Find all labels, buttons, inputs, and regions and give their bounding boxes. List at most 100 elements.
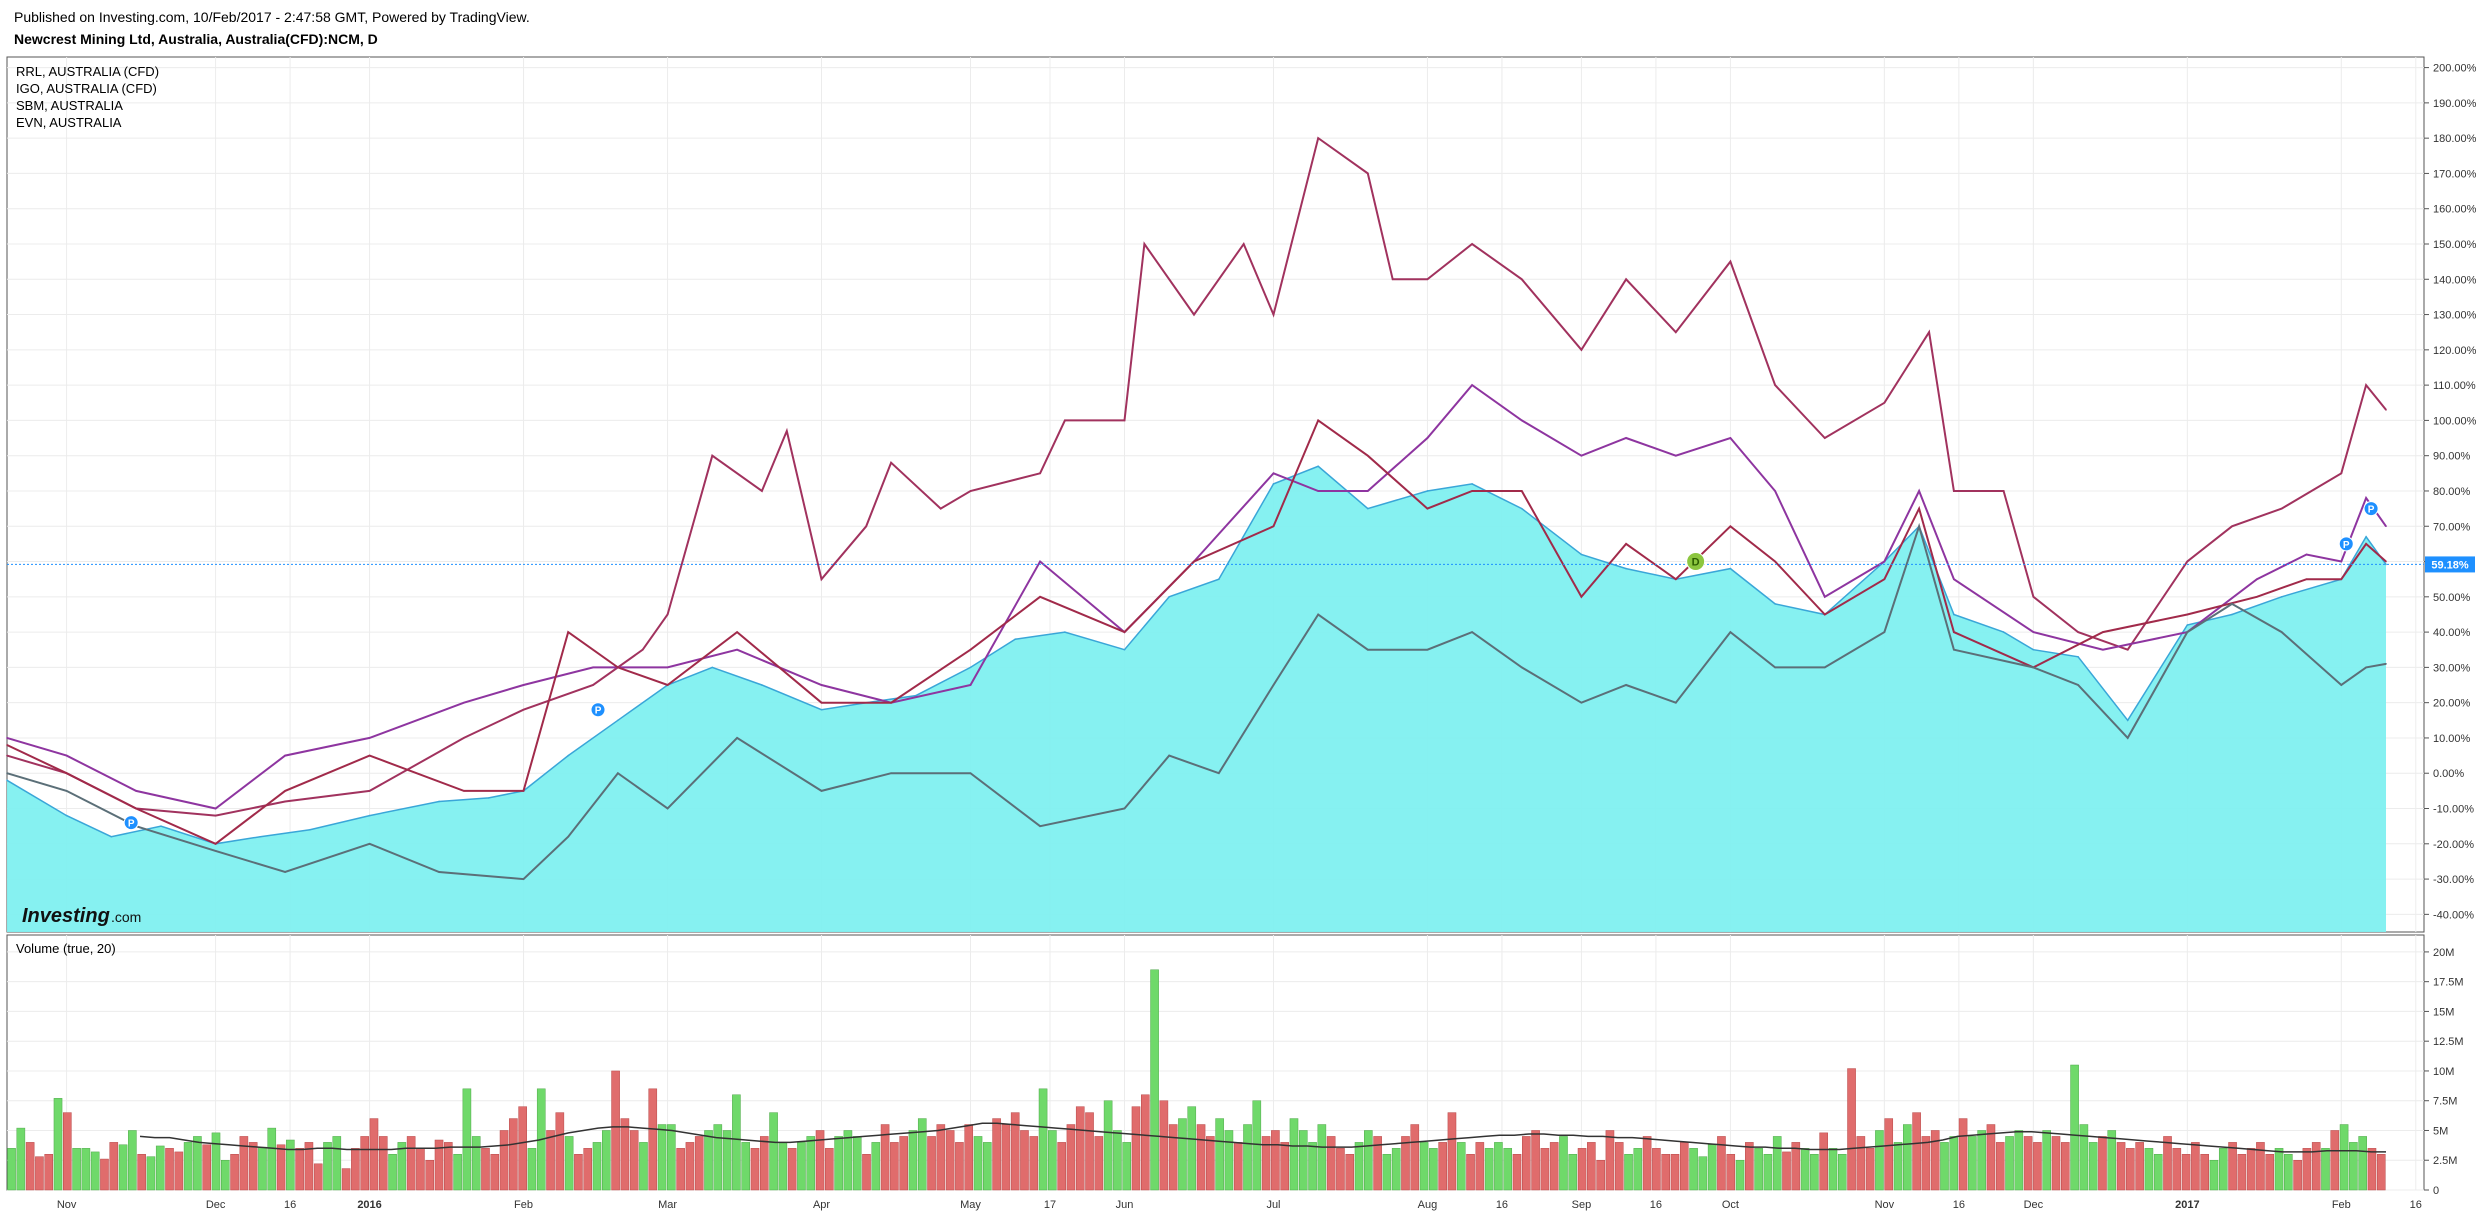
series-point-rrl — [1625, 278, 1627, 281]
volume-bar — [1233, 1142, 1243, 1191]
series-point-rrl — [1823, 437, 1826, 439]
volume-bar — [945, 1130, 955, 1191]
dividend-marker[interactable] — [1686, 552, 1706, 572]
series-point-evn — [1039, 825, 1041, 827]
main-point — [1521, 507, 1523, 510]
volume-bar — [1466, 1154, 1475, 1191]
series-point-evn — [890, 772, 892, 775]
volume-bar — [936, 1124, 946, 1191]
series-point-sbm — [1367, 454, 1369, 457]
volume-bar — [1401, 1136, 1410, 1191]
event-marker[interactable] — [2338, 536, 2354, 552]
y-tick-label: 150.00% — [2433, 239, 2477, 251]
event-marker[interactable] — [2363, 501, 2379, 517]
event-marker[interactable] — [590, 702, 606, 718]
series-point-igo — [2385, 525, 2387, 528]
volume-bar — [1048, 1130, 1057, 1191]
volume-bar — [806, 1136, 816, 1191]
series-point-rrl — [711, 454, 714, 457]
series-point-igo — [1918, 490, 1920, 492]
volume-bar — [2200, 1154, 2209, 1191]
volume-bar — [81, 1148, 91, 1191]
series-point-igo — [65, 754, 68, 757]
series-point-evn — [617, 772, 619, 775]
series-point-igo — [284, 754, 286, 757]
volume-bar — [2163, 1136, 2172, 1191]
series-point-evn — [1774, 666, 1776, 669]
series-point-sbm — [1729, 525, 1732, 528]
series-point-evn — [1272, 684, 1275, 686]
volume-bar — [1624, 1154, 1633, 1191]
volume-bar — [2293, 1159, 2302, 1191]
vol-y-tick-label: 17.5M — [2433, 977, 2464, 989]
volume-bar — [267, 1127, 277, 1191]
volume-bar — [1475, 1142, 1485, 1191]
series-point-rrl — [939, 507, 942, 510]
volume-bar — [732, 1094, 741, 1191]
series-point-evn — [1625, 684, 1627, 686]
series-line-igo[interactable] — [6, 383, 2387, 810]
volume-bar — [2358, 1136, 2367, 1191]
volume-bar — [1800, 1148, 1810, 1191]
volume-bar — [629, 1130, 639, 1191]
y-tick-label: 30.00% — [2433, 662, 2471, 674]
y-tick-label: 70.00% — [2433, 521, 2471, 533]
volume-bar — [1717, 1136, 1726, 1191]
volume-bar — [444, 1142, 453, 1191]
volume-bar — [1410, 1124, 1420, 1191]
series-point-sbm — [463, 790, 465, 792]
series-point-rrl — [890, 461, 892, 464]
volume-bar — [676, 1148, 685, 1191]
event-marker[interactable] — [123, 815, 139, 831]
series-point-sbm — [2365, 543, 2367, 545]
volume-bar — [1494, 1142, 1503, 1191]
volume-bar — [685, 1142, 695, 1191]
x-tick-label: Feb — [514, 1199, 533, 1211]
series-point-evn — [2186, 631, 2189, 633]
y-tick-label: 20.00% — [2433, 698, 2471, 710]
volume-bar — [1280, 1142, 1289, 1191]
series-point-igo — [1426, 437, 1429, 439]
series-point-rrl — [641, 648, 644, 651]
series-point-evn — [2032, 666, 2035, 669]
y-tick-label: 130.00% — [2433, 310, 2477, 322]
vol-y-tick-label: 7.5M — [2433, 1096, 2457, 1108]
x-tick-label: Nov — [1875, 1199, 1895, 1211]
vol-y-tick-label: 10M — [2433, 1066, 2454, 1078]
y-tick-label: 50.00% — [2433, 592, 2471, 604]
volume-bar — [1224, 1130, 1234, 1191]
series-point-rrl — [1928, 331, 1930, 334]
series-point-evn — [1580, 701, 1583, 704]
volume-bar — [750, 1148, 760, 1191]
volume-bar — [1865, 1148, 1875, 1191]
series-point-sbm — [2102, 631, 2104, 633]
price-panel[interactable]: 200.00% 190.00% 180.00% 170.00% 160.00% 150.0… — [6, 56, 2477, 933]
volume-bar — [1354, 1142, 1364, 1191]
volume-bar — [499, 1130, 509, 1191]
volume-bar — [2339, 1124, 2349, 1191]
main-point — [2077, 655, 2079, 658]
series-point-rrl — [820, 578, 823, 580]
x-tick-label: Oct — [1722, 1199, 1739, 1211]
volume-bar — [518, 1106, 527, 1191]
x-tick-label: 2017 — [2175, 1199, 2199, 1211]
volume-bar — [815, 1130, 825, 1191]
series-point-evn — [214, 850, 217, 852]
volume-bar — [1930, 1130, 1940, 1191]
volume-bar — [1754, 1148, 1763, 1191]
volume-panel[interactable]: Nov Dec 16 2016 Feb Mar Apr May 17 Jun Jul Aug 16 Sep… — [6, 934, 2464, 1211]
series-point-igo — [463, 701, 465, 704]
series-point-sbm — [2256, 596, 2258, 598]
volume-bar — [1559, 1136, 1568, 1191]
volume-bar — [843, 1130, 853, 1191]
volume-bar — [1977, 1130, 1986, 1191]
series-point-igo — [214, 807, 217, 810]
volume-bar — [769, 1112, 778, 1191]
y-tick-label: 190.00% — [2433, 98, 2477, 110]
series-point-sbm — [1193, 560, 1195, 563]
volume-bar — [1122, 1142, 1131, 1191]
volume-bar — [1837, 1154, 1847, 1191]
volume-bar — [193, 1136, 202, 1191]
main-point — [1064, 631, 1066, 633]
